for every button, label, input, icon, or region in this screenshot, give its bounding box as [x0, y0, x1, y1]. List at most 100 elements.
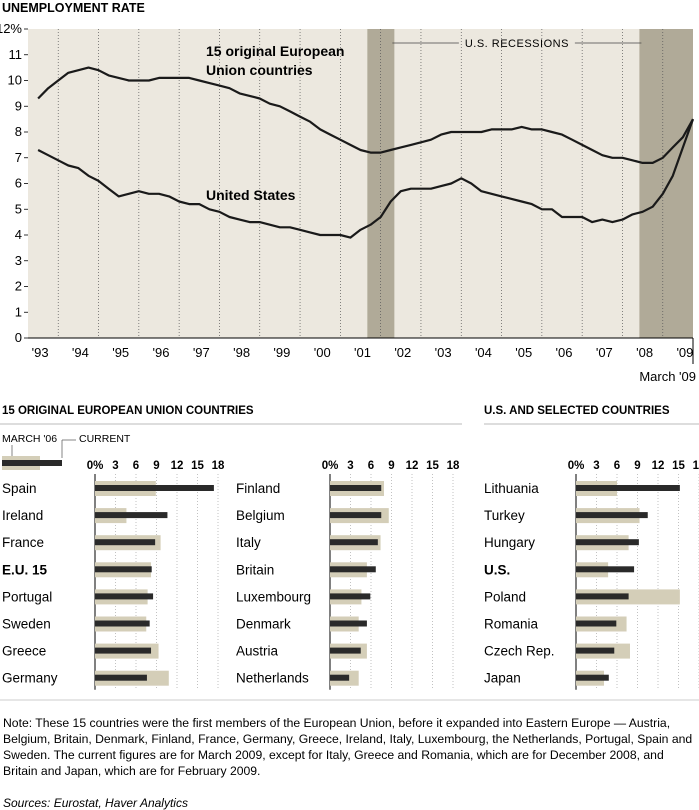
- bar-category-label: Austria: [236, 644, 279, 659]
- bar-x-tick-label: 9: [153, 460, 159, 472]
- x-tick-label: '05: [515, 345, 532, 360]
- bar-category-label: Lithuania: [484, 481, 539, 496]
- series-line-united-states: [37, 118, 695, 239]
- x-tick-label: '99: [273, 345, 290, 360]
- bar-x-tick-label: 12: [652, 460, 665, 472]
- bar-category-label: Japan: [484, 671, 521, 686]
- bar-current: [576, 485, 680, 491]
- us-bars-title: U.S. AND SELECTED COUNTRIES: [484, 405, 670, 417]
- bar-x-tick-label: 3: [347, 460, 353, 472]
- bar-category-label: Turkey: [484, 508, 525, 523]
- bar-current: [330, 674, 350, 681]
- bar-current: [95, 566, 152, 573]
- bar-current: [95, 647, 152, 654]
- bar-x-tick-label: 12: [171, 460, 184, 472]
- y-tick-label: 12%: [0, 21, 22, 36]
- bar-x-tick-label: 18: [447, 460, 460, 472]
- y-tick-label: 11: [9, 47, 23, 62]
- bar-x-tick-label: 18: [693, 460, 699, 472]
- bar-x-tick-label: 9: [634, 460, 640, 472]
- bar-current: [576, 647, 615, 654]
- bar-category-label: U.S.: [484, 562, 510, 577]
- bar-x-tick-label: 12: [406, 460, 419, 472]
- bar-category-label: Romania: [484, 617, 539, 632]
- bar-category-label: Italy: [236, 535, 261, 550]
- bar-category-label: Ireland: [2, 508, 43, 523]
- x-tick-label: '98: [233, 345, 250, 360]
- bar-current: [576, 593, 629, 600]
- bar-x-tick-label: 6: [368, 460, 374, 472]
- y-tick-label: 9: [15, 98, 22, 113]
- x-tick-label: '94: [72, 345, 89, 360]
- bar-current: [330, 647, 361, 654]
- x-tick-label: '02: [394, 345, 411, 360]
- y-tick-label: 8: [15, 124, 22, 139]
- y-tick-label: 1: [15, 304, 22, 319]
- bar-category-label: Sweden: [2, 617, 51, 632]
- bar-category-label: Czech Rep.: [484, 644, 555, 659]
- bar-current: [95, 512, 168, 519]
- bar-current: [95, 620, 150, 627]
- x-tick-label: '06: [556, 345, 573, 360]
- line-chart: U.S. RECESSIONS 0 1 2 3 4 5 6 7 8 9 10 11 12% '93 '94 '9…: [0, 21, 696, 384]
- chart-title: UNEMPLOYMENT RATE: [2, 1, 145, 15]
- bar-x-tick-label: 0%: [322, 460, 339, 472]
- bar-current: [95, 674, 147, 681]
- legend-previous-label: MARCH '06: [2, 433, 57, 445]
- y-tick-label: 3: [15, 253, 22, 268]
- bar-category-label: Denmark: [236, 617, 291, 632]
- eu-bars-title: 15 ORIGINAL EUROPEAN UNION COUNTRIES: [2, 405, 254, 417]
- bar-charts: 15 ORIGINAL EUROPEAN UNION COUNTRIES U.S.…: [0, 405, 699, 701]
- series-label-eu15-line2: Union countries: [206, 62, 313, 78]
- bar-category-label: Hungary: [484, 535, 535, 550]
- x-tick-label: '07: [596, 345, 613, 360]
- y-tick-label: 10: [8, 73, 22, 88]
- bar-x-tick-label: 15: [191, 460, 204, 472]
- x-tick-label: '93: [32, 345, 49, 360]
- bar-current: [330, 620, 367, 627]
- bar-current: [330, 566, 376, 573]
- bar-category-label: Germany: [2, 671, 58, 686]
- recession-label: U.S. RECESSIONS: [465, 38, 569, 50]
- bar-x-tick-label: 6: [133, 460, 139, 472]
- x-tick-label: '09: [676, 345, 693, 360]
- legend-current-swatch: [2, 460, 62, 466]
- bar-current: [576, 566, 635, 573]
- bar-x-tick-label: 6: [614, 460, 620, 472]
- y-tick-label: 7: [15, 150, 22, 165]
- bar-category-label: Britain: [236, 562, 274, 577]
- bar-category-label: E.U. 15: [2, 562, 48, 577]
- bar-x-tick-label: 0%: [87, 460, 104, 472]
- bar-current: [330, 593, 371, 600]
- series-label-eu15-line1: 15 original European: [206, 43, 344, 59]
- x-tick-label: '95: [112, 345, 129, 360]
- legend-current-label: CURRENT: [79, 433, 131, 445]
- y-tick-label: 2: [15, 279, 22, 294]
- bar-x-tick-label: 3: [112, 460, 118, 472]
- x-tick-label: '01: [354, 345, 371, 360]
- bar-current: [576, 539, 639, 546]
- bar-current: [330, 539, 378, 546]
- y-tick-label: 0: [15, 330, 22, 345]
- sources-credit: Sources: Eurostat, Haver Analytics: [3, 796, 188, 810]
- bar-category-label: Belgium: [236, 508, 285, 523]
- series-line-eu15: [37, 66, 694, 164]
- bar-x-tick-label: 18: [212, 460, 225, 472]
- bar-x-tick-label: 0%: [568, 460, 585, 472]
- bar-x-tick-label: 9: [388, 460, 394, 472]
- y-tick-label: 5: [15, 201, 22, 216]
- bar-current: [330, 512, 382, 519]
- bar-category-label: Finland: [236, 481, 280, 496]
- series-label-united-states: United States: [206, 187, 296, 203]
- x-end-label: March '09: [639, 369, 696, 384]
- bar-category-label: Poland: [484, 589, 526, 604]
- bar-category-label: Greece: [2, 644, 46, 659]
- bar-current: [330, 485, 382, 491]
- bar-current: [95, 485, 214, 491]
- x-tick-label: '97: [193, 345, 210, 360]
- bar-current: [95, 539, 156, 546]
- footnote: Note: These 15 countries were the first …: [3, 716, 693, 778]
- bar-current: [95, 593, 154, 600]
- bar-x-tick-label: 15: [672, 460, 685, 472]
- bar-category-label: Portugal: [2, 589, 52, 604]
